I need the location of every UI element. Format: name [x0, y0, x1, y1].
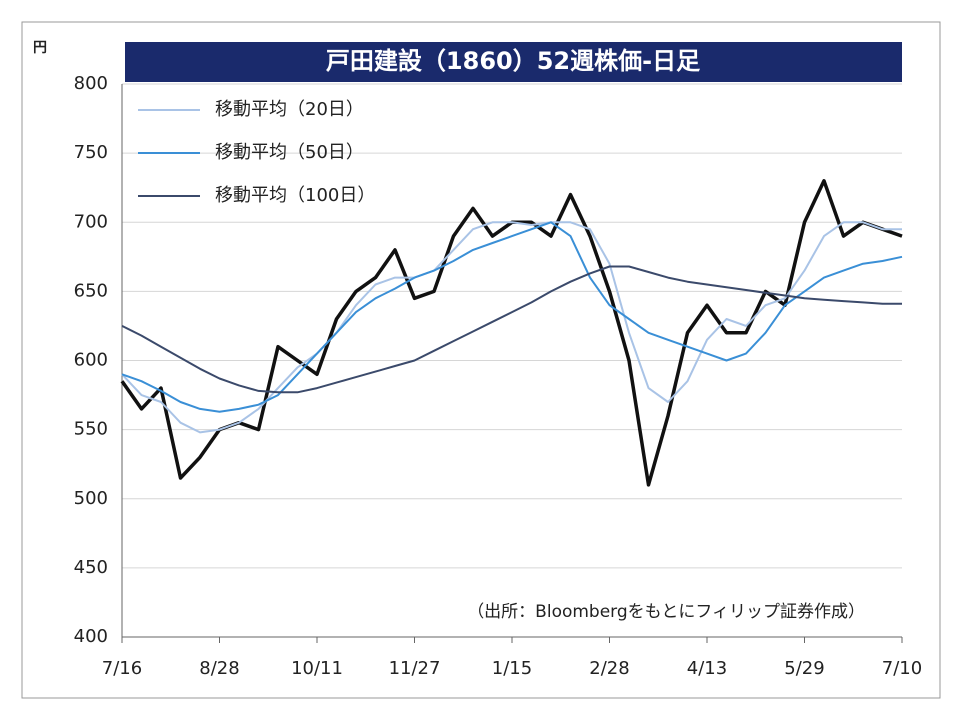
y-axis-label: 円 [33, 40, 47, 56]
frame [21, 21, 941, 699]
y-tick-label: 700 [74, 211, 108, 232]
x-tick-label: 7/10 [882, 658, 922, 679]
x-tick-label: 8/28 [199, 658, 239, 679]
y-tick-label: 600 [74, 350, 108, 371]
y-tick-label: 800 [74, 73, 108, 94]
moving-average-line [121, 221, 903, 413]
y-tick-label: 650 [74, 280, 108, 301]
y-tick-label: 500 [74, 488, 108, 509]
annotation: （出所：Bloombergをもとにフィリップ証券作成） [467, 602, 865, 622]
moving-average-line [121, 265, 902, 394]
y-tick-label: 750 [74, 142, 108, 163]
x-tick-label: 1/15 [492, 658, 532, 679]
legend-label: 移動平均（20日） [215, 99, 364, 120]
x-tick-label: 2/28 [589, 658, 629, 679]
x-tick-label: 5/29 [784, 658, 824, 679]
y-tick-label: 400 [74, 626, 108, 647]
x-tick-label: 4/13 [687, 658, 727, 679]
moving-average-line [121, 221, 902, 434]
title-bar [125, 42, 902, 82]
x-tick-label: 10/11 [291, 658, 343, 679]
y-tick-label: 450 [74, 557, 108, 578]
x-tick-label: 7/16 [102, 658, 142, 679]
price-line [120, 179, 903, 487]
legend-label: 移動平均（100日） [215, 185, 375, 206]
chart-title: 戸田建設（1860）52週株価-日足 [326, 47, 700, 75]
y-tick-label: 550 [74, 419, 108, 440]
legend-label: 移動平均（50日） [215, 142, 364, 163]
x-tick-label: 11/27 [389, 658, 441, 679]
